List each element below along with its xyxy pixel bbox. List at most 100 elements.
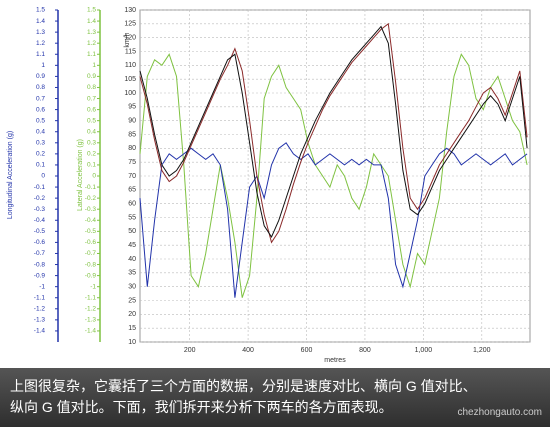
y2-tick-label: -0.9 xyxy=(85,272,97,279)
y3-tick-label: -1.2 xyxy=(34,306,46,313)
y3-tick-label: -1.3 xyxy=(34,317,46,324)
y3-tick-label: 0.7 xyxy=(36,95,45,102)
y3-tick-label: -0.6 xyxy=(34,239,46,246)
y3-tick-label: -0.5 xyxy=(34,228,46,235)
plot-frame xyxy=(139,9,531,343)
y2-tick-label: 1.2 xyxy=(87,40,96,47)
y2-tick-label: -0.5 xyxy=(85,228,97,235)
y2-tick-label: 1.3 xyxy=(87,29,96,36)
y2-tick-label: 0.1 xyxy=(87,162,96,169)
y2-tick-label: 1 xyxy=(92,62,96,69)
x-tick-label: 800 xyxy=(359,347,371,354)
y-tick-label: 90 xyxy=(128,118,136,125)
y-tick-label: 35 xyxy=(128,270,136,277)
watermark: chezhongauto.com xyxy=(457,407,542,418)
y-tick-label: 120 xyxy=(124,35,136,42)
x-tick-label: 200 xyxy=(184,347,196,354)
x-title: metres xyxy=(324,357,346,364)
y2-tick-label: 0.5 xyxy=(87,117,96,124)
y2-tick-label: -1.1 xyxy=(85,294,97,301)
y-title: km/h xyxy=(124,32,131,47)
y3-tick-label: 0.3 xyxy=(36,140,45,147)
y3-tick-label: -0.7 xyxy=(34,250,46,257)
y-tick-label: 20 xyxy=(128,311,136,318)
x-tick-label: 600 xyxy=(301,347,313,354)
y2-tick-label: -0.6 xyxy=(85,239,97,246)
y2-title: Lateral Acceleration (g) xyxy=(77,139,84,211)
y2-tick-label: -0.2 xyxy=(85,195,97,202)
y2-tick-label: -1 xyxy=(90,283,96,290)
y3-tick-label: -0.1 xyxy=(34,184,46,191)
y2-tick-label: -1.3 xyxy=(85,317,97,324)
y-tick-label: 125 xyxy=(124,21,136,28)
y-tick-label: 130 xyxy=(124,7,136,14)
caption: 上图很复杂，它囊括了三个方面的数据，分别是速度对比、横向 G 值对比、 纵向 G… xyxy=(0,368,550,427)
y2-tick-label: 0.2 xyxy=(87,151,96,158)
y3-tick-label: 0.8 xyxy=(36,84,45,91)
y-tick-label: 110 xyxy=(125,62,136,69)
y-tick-label: 75 xyxy=(128,159,136,166)
y-tick-label: 50 xyxy=(128,228,136,235)
x-tick-label: 1,000 xyxy=(415,347,433,354)
y3-tick-label: 1.2 xyxy=(36,40,45,47)
x-tick-label: 1,200 xyxy=(473,347,491,354)
series-line xyxy=(139,25,528,238)
chart: Longitudinal Acceleration (g) Lateral Ac… xyxy=(7,7,531,364)
y3-tick-label: -1.4 xyxy=(34,328,46,335)
y3-tick-label: 1 xyxy=(41,62,45,69)
y3-tick-label: -0.9 xyxy=(34,272,46,279)
y-tick-label: 15 xyxy=(128,325,136,332)
y-tick-label: 70 xyxy=(128,173,136,180)
caption-line: 上图很复杂，它囊括了三个方面的数据，分别是速度对比、横向 G 值对比、 xyxy=(10,378,477,394)
y2-tick-label: 0.4 xyxy=(87,128,96,135)
y2-tick-label: -0.7 xyxy=(85,250,97,257)
y-tick-label: 60 xyxy=(128,201,136,208)
y-tick-label: 30 xyxy=(128,284,136,291)
y-tick-label: 45 xyxy=(128,242,136,249)
series-line xyxy=(139,22,528,244)
y2-tick-label: 1.1 xyxy=(87,51,96,58)
y3-tick-label: -0.8 xyxy=(34,261,46,268)
y3-tick-label: 0 xyxy=(41,173,45,180)
series-line xyxy=(139,53,528,298)
y-tick-label: 10 xyxy=(128,339,136,346)
y-tick-label: 40 xyxy=(128,256,136,263)
y3-tick-label: 1.5 xyxy=(36,7,45,14)
y3-tick-label: -1.1 xyxy=(34,294,46,301)
y-tick-label: 95 xyxy=(128,104,136,111)
y3-tick-label: 0.9 xyxy=(36,73,45,80)
y3-tick-label: -0.2 xyxy=(34,195,46,202)
y3-tick-label: 1.1 xyxy=(36,51,45,58)
y2-tick-label: -1.4 xyxy=(85,328,97,335)
y2-tick-label: -0.1 xyxy=(85,184,97,191)
y2-tick-label: 1.5 xyxy=(87,7,96,14)
y2-tick-label: 0.7 xyxy=(87,95,96,102)
y3-tick-label: 1.4 xyxy=(36,18,45,25)
y3-tick-label: -0.4 xyxy=(34,217,46,224)
y3-tick-label: 1.3 xyxy=(36,29,45,36)
y2-tick-label: 0.6 xyxy=(87,106,96,113)
y2-tick-label: -0.3 xyxy=(85,206,97,213)
y2-tick-label: 0.9 xyxy=(87,73,96,80)
y-tick-label: 115 xyxy=(125,48,136,55)
y3-tick-label: 0.1 xyxy=(36,162,45,169)
x-tick-label: 400 xyxy=(242,347,254,354)
y3-tick-label: -1 xyxy=(39,283,45,290)
y-tick-label: 55 xyxy=(128,214,136,221)
series-line xyxy=(139,142,528,298)
y-tick-label: 65 xyxy=(128,187,136,194)
y2-tick-label: 0.3 xyxy=(87,140,96,147)
y-tick-label: 85 xyxy=(128,131,136,138)
y2-tick-label: 0.8 xyxy=(87,84,96,91)
y2-tick-label: -0.4 xyxy=(85,217,97,224)
y-tick-label: 100 xyxy=(124,90,136,97)
y2-tick-label: -1.2 xyxy=(85,306,97,313)
y-tick-label: 25 xyxy=(128,297,136,304)
y3-tick-label: 0.4 xyxy=(36,128,45,135)
y2-tick-label: -0.8 xyxy=(85,261,97,268)
y-tick-label: 105 xyxy=(124,76,136,83)
y3-title: Longitudinal Acceleration (g) xyxy=(7,131,14,219)
y3-tick-label: 0.2 xyxy=(36,151,45,158)
y3-tick-label: 0.6 xyxy=(36,106,45,113)
